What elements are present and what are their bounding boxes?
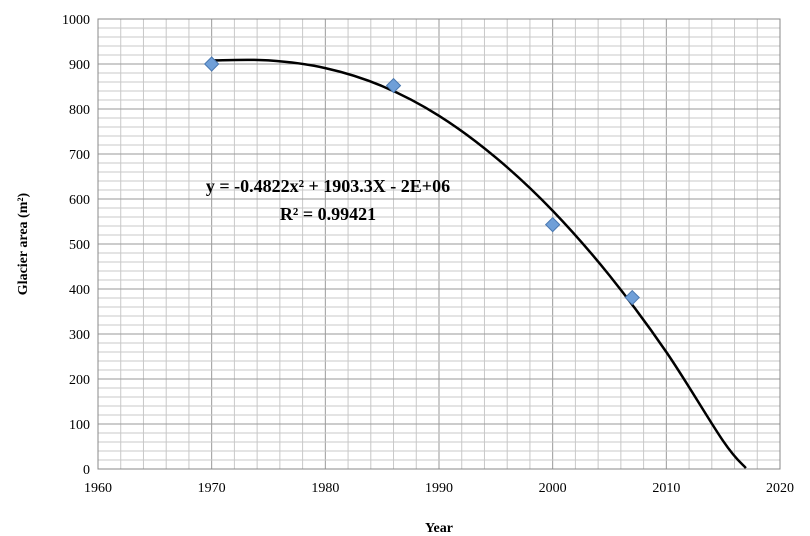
y-axis-title: Glacier area (m²) <box>16 192 31 295</box>
x-tick-label: 1990 <box>425 481 453 496</box>
y-tick-label: 500 <box>69 238 90 253</box>
y-tick-label: 300 <box>69 328 90 343</box>
y-tick-label: 400 <box>69 283 90 298</box>
x-tick-label: 1970 <box>198 481 226 496</box>
equation-annotation: y = -0.4822x² + 1903.3X - 2E+06 <box>206 176 450 196</box>
x-tick-label: 2020 <box>766 481 794 496</box>
r-squared-annotation: R² = 0.99421 <box>280 204 376 224</box>
trendline <box>211 58 747 469</box>
y-tick-label: 600 <box>69 193 90 208</box>
grid <box>97 18 781 470</box>
data-points <box>203 56 640 306</box>
x-tick-label: 1960 <box>84 481 112 496</box>
x-tick-label: 1980 <box>311 481 339 496</box>
plot-area-border <box>97 18 781 470</box>
y-tick-label: 900 <box>69 58 90 73</box>
y-tick-labels: 0 100 200 300 400 500 600 700 800 900 1000 <box>62 13 90 478</box>
y-tick-label: 200 <box>69 373 90 388</box>
y-tick-label: 0 <box>83 463 90 478</box>
y-tick-label: 1000 <box>62 13 90 28</box>
y-tick-label: 700 <box>69 148 90 163</box>
x-tick-label: 2000 <box>539 481 567 496</box>
data-point <box>203 56 220 72</box>
x-axis-title: Year <box>425 521 453 536</box>
y-tick-label: 800 <box>69 103 90 118</box>
data-point <box>544 216 561 233</box>
data-point <box>385 77 402 94</box>
x-tick-label: 2010 <box>652 481 680 496</box>
y-tick-label: 100 <box>69 418 90 433</box>
data-point <box>624 289 640 306</box>
x-tick-labels: 1960 1970 1980 1990 2000 2010 2020 <box>84 481 794 496</box>
